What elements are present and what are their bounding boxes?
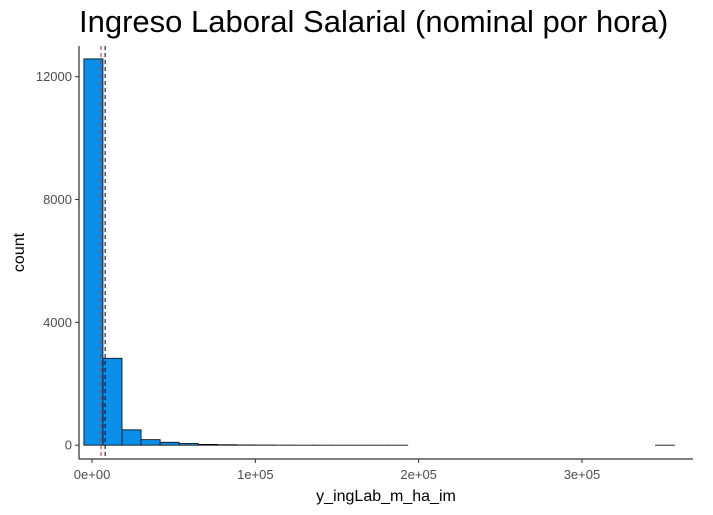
bars-group (83, 58, 675, 446)
y-tick-label: 8000 (43, 192, 72, 207)
x-axis-ticks: 0e+00 1e+05 2e+05 3e+05 (74, 459, 600, 482)
histogram-bar (140, 439, 161, 446)
histogram-bar (83, 58, 104, 446)
y-axis-title: count (11, 232, 28, 272)
x-tick-label: 2e+05 (400, 467, 437, 482)
x-tick-label: 1e+05 (237, 467, 274, 482)
x-tick-label: 3e+05 (564, 467, 601, 482)
histogram-bar (159, 441, 180, 446)
y-tick-label: 0 (65, 438, 72, 453)
reference-lines-group (100, 46, 106, 459)
histogram-bar (102, 357, 123, 446)
y-tick-label: 4000 (43, 315, 72, 330)
histogram-bar (121, 429, 142, 446)
y-axis-ticks: 0 4000 8000 12000 (36, 69, 79, 453)
x-axis-title: y_ingLab_m_ha_im (316, 488, 456, 505)
histogram-bar (197, 444, 218, 446)
x-tick-label: 0e+00 (74, 467, 111, 482)
histogram-bar (178, 443, 199, 446)
chart-title: Ingreso Laboral Salarial (nominal por ho… (79, 4, 669, 39)
y-tick-label: 12000 (36, 69, 72, 84)
